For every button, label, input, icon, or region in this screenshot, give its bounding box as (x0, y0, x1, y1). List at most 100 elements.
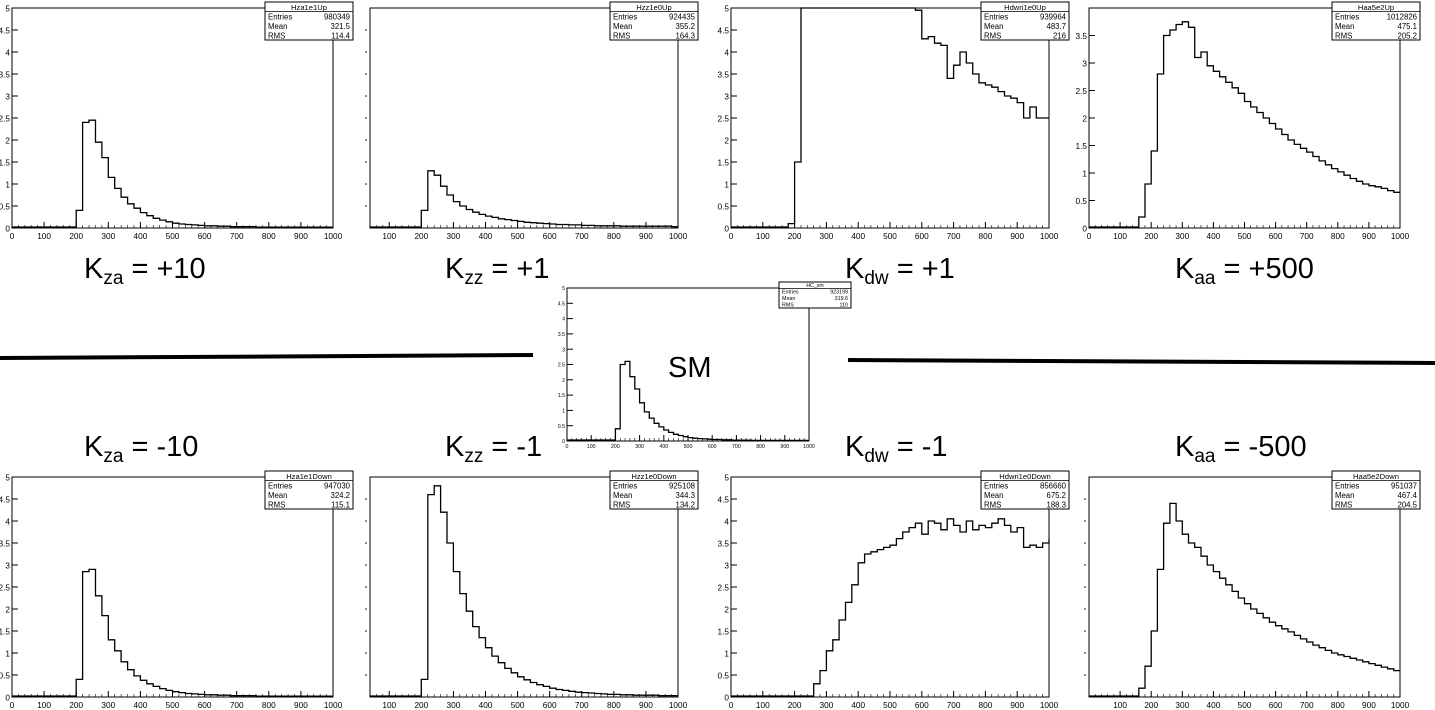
y-tick-label: 3 (1082, 59, 1087, 68)
x-tick-label: 400 (479, 232, 493, 241)
x-tick-label: 0 (566, 444, 569, 450)
y-tick-label: 0 (724, 693, 729, 702)
x-tick-label: 1000 (1391, 232, 1410, 241)
y-tick-label: 0.5 (718, 671, 730, 680)
y-tick-label: 2.5 (558, 363, 565, 369)
y-tick-label: 1 (1082, 169, 1087, 178)
x-tick-label: 400 (1207, 232, 1221, 241)
x-tick-label: 1000 (1040, 701, 1059, 710)
stats-value: 344.3 (676, 491, 695, 500)
stats-key: Mean (268, 22, 287, 31)
x-tick-label: 700 (230, 232, 244, 241)
plot-frame (369, 7, 679, 229)
y-tick-label: 3 (724, 92, 729, 101)
y-axis-dot (365, 117, 367, 119)
plot-frame (730, 7, 1050, 229)
stats-value: 114.4 (331, 32, 351, 41)
stats-key: Mean (613, 22, 632, 31)
y-tick-label: 5 (562, 286, 565, 292)
y-tick-label: 2.5 (0, 114, 10, 123)
label-kaa-down: Kaa = -500 (1175, 431, 1307, 467)
x-tick-label: 0 (10, 701, 15, 710)
x-tick-label: 700 (732, 444, 741, 450)
y-tick-label: 1.5 (718, 627, 730, 636)
x-tick-label: 0 (729, 701, 734, 710)
x-tick-label: 900 (294, 701, 308, 710)
x-tick-label: 1000 (1391, 701, 1410, 710)
x-tick-label: 100 (382, 232, 396, 241)
stats-key: RMS (268, 32, 285, 41)
x-tick-label: 500 (166, 701, 180, 710)
x-tick-label: 1000 (669, 701, 688, 710)
stats-value: 355.2 (676, 22, 695, 31)
stats-title: HC_sm (806, 283, 823, 289)
stats-value: 188.3 (1047, 501, 1066, 510)
stats-value: 321.5 (331, 22, 350, 31)
x-tick-label: 700 (575, 701, 589, 710)
y-tick-label: 1 (5, 649, 10, 658)
x-tick-label: 900 (1010, 232, 1024, 241)
y-tick-label: 3 (5, 92, 10, 101)
stats-key: RMS (268, 501, 285, 510)
stats-key: Mean (1335, 22, 1354, 31)
x-tick-label: 900 (639, 232, 653, 241)
stats-value: 923199 (830, 290, 848, 296)
y-axis-dot (365, 652, 367, 654)
chart-HC_sm: 0 100 200 300 400 500 600 700 800 900 1000 0 0.5 1 1.5… (558, 281, 852, 450)
y-tick-label: 5 (5, 4, 10, 13)
x-tick-label: 800 (979, 701, 993, 710)
chart-Haa5e2Down: 100 200 300 400 500 600 700 800 900 1000 Haa5e2Dow… (1084, 470, 1421, 710)
stats-title: Haa5e2Up (1358, 3, 1394, 12)
histogram-Hzz1e0Down (370, 485, 678, 697)
plot-frame (730, 476, 1050, 698)
y-tick-label: 2.5 (718, 583, 730, 592)
label-kdw-down: Kdw = -1 (845, 431, 948, 467)
stats-key: Mean (782, 296, 795, 302)
y-tick-label: 0 (5, 224, 10, 233)
y-axis-dot (365, 29, 367, 31)
separator-right (847, 358, 1435, 365)
plot-frame (369, 476, 679, 698)
y-tick-label: 1 (724, 180, 729, 189)
stats-key: Mean (984, 22, 1003, 31)
y-tick-label: 1.5 (0, 158, 10, 167)
y-tick-label: 4.5 (0, 26, 10, 35)
x-tick-label: 400 (134, 701, 148, 710)
stats-value: 475.1 (1398, 22, 1417, 31)
x-tick-label: 900 (294, 232, 308, 241)
y-axis-dot (365, 564, 367, 566)
y-axis-dot (1084, 674, 1086, 676)
y-tick-label: 4 (5, 517, 10, 526)
x-tick-label: 600 (915, 701, 929, 710)
stats-key: RMS (613, 32, 630, 41)
separator-left (0, 353, 534, 360)
stats-box (980, 470, 1070, 510)
y-axis-dot (1084, 608, 1086, 610)
x-tick-label: 800 (1331, 232, 1345, 241)
stats-value: 947030 (324, 482, 351, 491)
x-tick-label: 500 (511, 232, 525, 241)
x-tick-label: 400 (479, 701, 493, 710)
stats-key: RMS (1335, 32, 1352, 41)
stats-key: Entries (984, 13, 1008, 22)
y-tick-label: 1 (724, 649, 729, 658)
stats-value: 856660 (1040, 482, 1067, 491)
y-axis-dot (1084, 586, 1086, 588)
histogram-Hdwri1e0Down (731, 518, 1050, 697)
stats-title: Hzz1e0Up (636, 3, 671, 12)
x-tick-label: 600 (1269, 701, 1283, 710)
x-tick-label: 300 (101, 232, 115, 241)
y-axis-dot (365, 205, 367, 207)
y-tick-label: 0 (1082, 224, 1087, 233)
y-axis-dot (365, 51, 367, 53)
stats-title: Hdwri1e0Up (1004, 3, 1046, 12)
stats-key: RMS (782, 303, 794, 309)
y-tick-label: 4.5 (718, 495, 730, 504)
x-tick-label: 100 (37, 701, 51, 710)
y-axis-dot (1084, 520, 1086, 522)
x-tick-label: 300 (635, 444, 644, 450)
stats-key: RMS (984, 501, 1001, 510)
x-tick-label: 700 (947, 232, 961, 241)
stats-value: 1012826 (1387, 13, 1417, 22)
stats-box (1331, 1, 1421, 41)
